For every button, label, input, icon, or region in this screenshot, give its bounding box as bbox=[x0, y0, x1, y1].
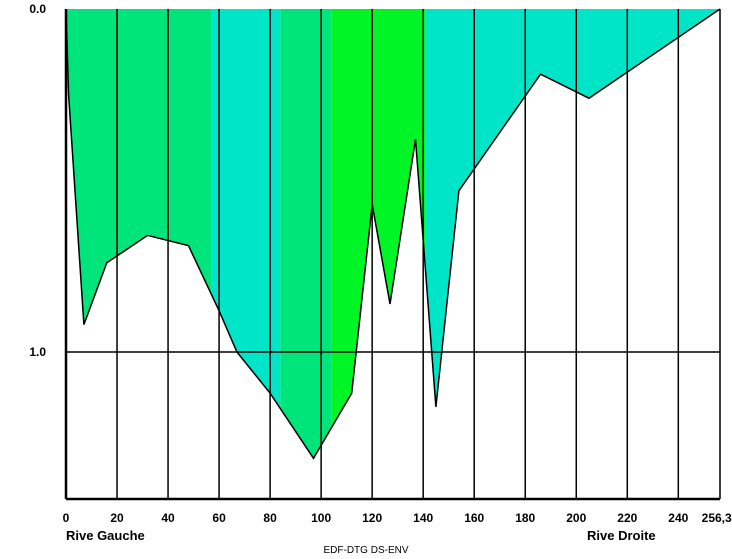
velocity-zone-3 bbox=[280, 9, 332, 459]
x-tick-label: 240 bbox=[668, 511, 688, 525]
y-tick-label: 1.0 bbox=[29, 345, 46, 359]
velocity-zone-5 bbox=[425, 9, 720, 459]
riverbed-profile-line bbox=[65, 8, 721, 460]
credit-label: EDF-DTG DS-ENV bbox=[324, 545, 409, 556]
right-bank-label: Rive Droite bbox=[587, 528, 656, 543]
x-tick-label: 200 bbox=[566, 511, 586, 525]
grid-lines bbox=[66, 9, 721, 499]
left-bank-label: Rive Gauche bbox=[66, 528, 145, 543]
x-tick-label: 120 bbox=[362, 511, 382, 525]
x-tick-label: 100 bbox=[311, 511, 331, 525]
x-tick-label: 180 bbox=[515, 511, 535, 525]
x-tick-label: 220 bbox=[617, 511, 637, 525]
y-tick-labels: 0.0 1.0 bbox=[29, 2, 46, 359]
velocity-zones bbox=[66, 9, 720, 459]
x-tick-label: 80 bbox=[263, 511, 277, 525]
velocity-zone-4 bbox=[331, 9, 426, 459]
plot-axes bbox=[64, 9, 720, 501]
x-tick-label: 256,34 bbox=[702, 511, 732, 525]
x-tick-label: 20 bbox=[110, 511, 124, 525]
velocity-zone-1 bbox=[66, 9, 212, 459]
y-tick-label: 0.0 bbox=[29, 2, 46, 16]
x-tick-labels: 0 20 40 60 80 100 120 140 160 180 200 220 240 256,34 bbox=[63, 511, 732, 525]
x-tick-label: 40 bbox=[161, 511, 175, 525]
x-tick-label: 140 bbox=[413, 511, 433, 525]
x-tick-label: 160 bbox=[464, 511, 484, 525]
x-tick-label: 60 bbox=[212, 511, 226, 525]
x-tick-label: 0 bbox=[63, 511, 70, 525]
